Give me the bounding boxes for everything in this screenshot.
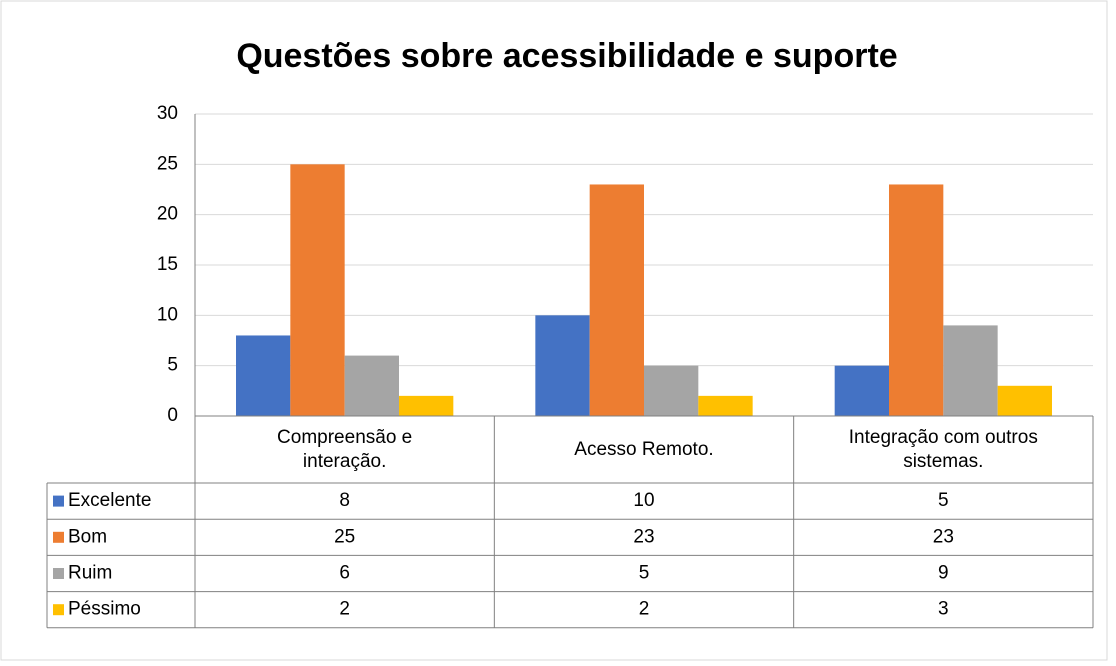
x-tick-label: Compreensão e interação. [195, 416, 494, 483]
bar [398, 395, 454, 416]
table-value: 23 [933, 526, 954, 547]
bar [535, 315, 590, 416]
legend-swatch [53, 604, 64, 616]
legend-label: Excelente [68, 490, 151, 511]
bar [589, 184, 644, 416]
legend-label: Péssimo [68, 599, 141, 620]
bar [290, 164, 345, 416]
legend-swatch [53, 568, 64, 579]
y-tick-label: 20 [157, 204, 178, 225]
bar [834, 365, 890, 416]
y-tick-label: 30 [157, 103, 178, 124]
y-tick-label: 25 [157, 153, 178, 174]
table-value: 8 [339, 490, 350, 511]
table-value: 2 [339, 599, 350, 620]
y-tick-label: 0 [167, 405, 178, 426]
table-value: 5 [938, 490, 949, 511]
bar [344, 355, 399, 416]
bar [236, 335, 291, 416]
legend-swatch [53, 531, 64, 543]
y-tick-label: 5 [167, 355, 178, 376]
bar [698, 395, 753, 416]
chart-title: Questões sobre acessibilidade e suporte [236, 37, 897, 75]
table-value: 6 [339, 563, 350, 584]
table-value: 5 [639, 563, 650, 584]
legend-label: Bom [68, 526, 107, 547]
table-value: 9 [938, 563, 949, 584]
table-value: 3 [938, 599, 949, 620]
category-text: Compreensão e interação. [277, 426, 413, 472]
table-value: 25 [334, 526, 355, 547]
bar [644, 365, 699, 416]
y-tick-label: 15 [157, 254, 178, 275]
table-value: 2 [639, 599, 650, 620]
category-text: Acesso Remoto. [574, 438, 714, 460]
legend-label: Ruim [68, 563, 112, 584]
table-value: 10 [633, 490, 654, 511]
table-value: 23 [633, 526, 654, 547]
y-tick-label: 10 [157, 304, 178, 325]
x-tick-label: Acesso Remoto. [494, 416, 793, 483]
bar [943, 325, 998, 416]
category-text: Integração com outros sistemas. [848, 426, 1038, 472]
bar [997, 385, 1052, 416]
x-tick-label: Integração com outros sistemas. [794, 416, 1093, 483]
bar [889, 184, 944, 416]
legend-swatch [53, 495, 64, 507]
